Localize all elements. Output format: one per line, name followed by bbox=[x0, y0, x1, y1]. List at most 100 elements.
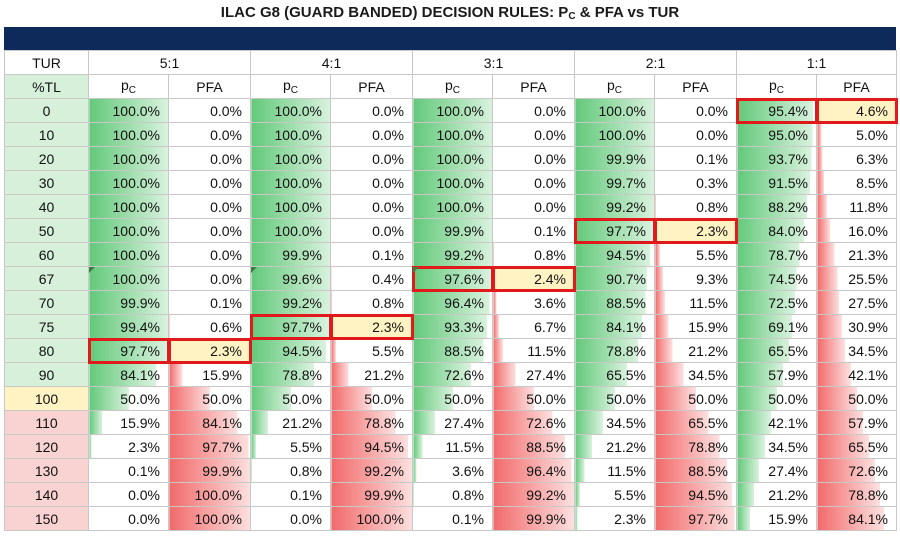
pc-cell: 34.5% bbox=[736, 434, 817, 459]
tur-group-header: 1:1 bbox=[736, 50, 897, 75]
pfa-cell: 5.0% bbox=[816, 122, 897, 147]
pc-cell: 42.1% bbox=[736, 410, 817, 435]
pfa-cell: 0.0% bbox=[168, 146, 251, 171]
pc-cell: 50.0% bbox=[250, 386, 331, 411]
pc-cell: 93.3% bbox=[412, 314, 493, 339]
pfa-cell: 0.8% bbox=[330, 290, 413, 315]
tl-cell: 90 bbox=[4, 362, 89, 387]
pfa-cell: 6.3% bbox=[816, 146, 897, 171]
pc-cell: 99.4% bbox=[88, 314, 169, 339]
pc-cell: 88.5% bbox=[412, 338, 493, 363]
pfa-cell: 2.3% bbox=[329, 313, 414, 340]
pfa-cell: 42.1% bbox=[816, 362, 897, 387]
tur-group-header: 4:1 bbox=[250, 50, 413, 75]
tl-cell: 110 bbox=[4, 410, 89, 435]
pfa-cell: 96.4% bbox=[492, 458, 575, 483]
pc-cell: 93.7% bbox=[736, 146, 817, 171]
pc-cell: 3.6% bbox=[412, 458, 493, 483]
pfa-cell: 97.7% bbox=[168, 434, 251, 459]
pfa-cell: 100.0% bbox=[168, 482, 251, 507]
pc-cell: 15.9% bbox=[88, 410, 169, 435]
pfa-cell: 0.0% bbox=[330, 122, 413, 147]
pfa-cell: 99.2% bbox=[330, 458, 413, 483]
pfa-cell: 5.5% bbox=[330, 338, 413, 363]
tur-header-row: TUR 5:1 4:1 3:1 2:1 1:1 bbox=[4, 50, 897, 75]
pfa-cell: 0.0% bbox=[492, 98, 575, 123]
pfa-cell: 6.7% bbox=[492, 314, 575, 339]
pfa-cell: 21.2% bbox=[654, 338, 737, 363]
pfa-header: PFA bbox=[492, 74, 575, 99]
pc-cell: 100.0% bbox=[412, 122, 493, 147]
table-row: 90 84.1% 15.9% 78.8% 21.2% 72.6% 27.4% 65.5% 34.… bbox=[4, 362, 897, 387]
title-main: ILAC G8 (GUARD BANDED) DECISION RULES: P bbox=[220, 4, 569, 21]
tl-cell: 130 bbox=[4, 458, 89, 483]
pfa-cell: 11.5% bbox=[654, 290, 737, 315]
pc-cell: 97.7% bbox=[87, 337, 170, 364]
pfa-cell: 0.1% bbox=[168, 290, 251, 315]
header-banner bbox=[4, 27, 896, 50]
pc-cell: 100.0% bbox=[412, 98, 493, 123]
tl-cell: 70 bbox=[4, 290, 89, 315]
pc-cell: 5.5% bbox=[250, 434, 331, 459]
table-row: 20 100.0% 0.0% 100.0% 0.0% 100.0% 0.0% 99.9% 0.1… bbox=[4, 146, 897, 171]
pc-cell: 94.5% bbox=[574, 242, 655, 267]
pfa-cell: 99.2% bbox=[492, 482, 575, 507]
pfa-cell: 2.3% bbox=[653, 217, 738, 244]
tur-group-header: 5:1 bbox=[88, 50, 251, 75]
pc-cell: 95.4% bbox=[735, 97, 818, 124]
pc-cell: 88.2% bbox=[736, 194, 817, 219]
pc-cell: 69.1% bbox=[736, 314, 817, 339]
pc-cell: 95.0% bbox=[736, 122, 817, 147]
pc-cell: 78.8% bbox=[250, 362, 331, 387]
pc-cell: 100.0% bbox=[412, 146, 493, 171]
tl-cell: 75 bbox=[4, 314, 89, 339]
pc-header: pC bbox=[88, 74, 169, 99]
pfa-cell: 0.0% bbox=[492, 146, 575, 171]
pfa-cell: 0.0% bbox=[330, 194, 413, 219]
pfa-cell: 8.5% bbox=[816, 170, 897, 195]
pc-cell: 96.4% bbox=[412, 290, 493, 315]
pc-cell: 99.9% bbox=[574, 146, 655, 171]
pfa-cell: 94.5% bbox=[330, 434, 413, 459]
title-sub: C bbox=[568, 11, 576, 22]
pfa-cell: 0.0% bbox=[168, 194, 251, 219]
pc-cell: 74.5% bbox=[736, 266, 817, 291]
pfa-cell: 9.3% bbox=[654, 266, 737, 291]
pfa-cell: 0.0% bbox=[330, 218, 413, 243]
table-row: 30 100.0% 0.0% 100.0% 0.0% 100.0% 0.0% 99.7% 0.3… bbox=[4, 170, 897, 195]
pc-cell: 15.9% bbox=[736, 506, 817, 531]
pfa-cell: 21.3% bbox=[816, 242, 897, 267]
pc-cell: 99.2% bbox=[412, 242, 493, 267]
pc-cell: 0.1% bbox=[250, 482, 331, 507]
pfa-cell: 84.1% bbox=[816, 506, 897, 531]
pc-cell: 0.8% bbox=[250, 458, 331, 483]
tur-group-header: 3:1 bbox=[412, 50, 575, 75]
pc-cell: 11.5% bbox=[412, 434, 493, 459]
pfa-cell: 0.6% bbox=[168, 314, 251, 339]
pc-cell: 0.0% bbox=[88, 482, 169, 507]
pc-cell: 99.9% bbox=[412, 218, 493, 243]
pfa-cell: 25.5% bbox=[816, 266, 897, 291]
table-row: 0 100.0% 0.0% 100.0% 0.0% 100.0% 0.0% 100.0% 0.0… bbox=[4, 97, 898, 124]
pc-cell: 99.7% bbox=[574, 170, 655, 195]
pc-cell: 72.6% bbox=[412, 362, 493, 387]
pc-cell: 78.8% bbox=[574, 338, 655, 363]
pfa-cell: 0.0% bbox=[168, 170, 251, 195]
pfa-cell: 99.9% bbox=[330, 482, 413, 507]
pc-cell: 84.0% bbox=[736, 218, 817, 243]
pc-cell: 97.7% bbox=[573, 217, 656, 244]
pfa-cell: 0.0% bbox=[168, 98, 251, 123]
pc-cell: 99.2% bbox=[574, 194, 655, 219]
pc-cell: 100.0% bbox=[250, 146, 331, 171]
tur-group-header: 2:1 bbox=[574, 50, 737, 75]
pc-cell: 94.5% bbox=[250, 338, 331, 363]
pfa-header: PFA bbox=[816, 74, 897, 99]
pc-cell: 100.0% bbox=[574, 122, 655, 147]
tl-cell: 60 bbox=[4, 242, 89, 267]
pfa-cell: 88.5% bbox=[492, 434, 575, 459]
table-row: 150 0.0% 100.0% 0.0% 100.0% 0.1% 99.9% 2.3% 97.7… bbox=[4, 506, 897, 531]
pc-cell: 100.0% bbox=[88, 146, 169, 171]
pfa-cell: 94.5% bbox=[654, 482, 737, 507]
pfa-cell: 0.1% bbox=[654, 146, 737, 171]
pfa-cell: 84.1% bbox=[168, 410, 251, 435]
